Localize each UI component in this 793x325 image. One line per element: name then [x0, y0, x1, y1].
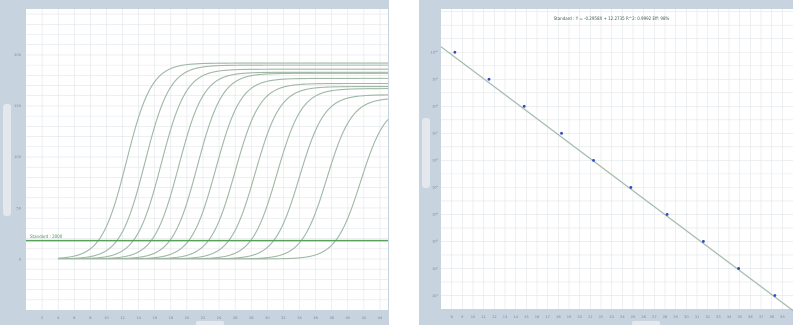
x-tick-label: 15: [524, 315, 529, 319]
data-point: [629, 185, 633, 189]
y-tick-label: 10⁷: [432, 132, 439, 136]
y-tick-label: 0: [19, 257, 22, 261]
x-tick-label: 2: [41, 316, 43, 320]
x-tick-label: 25: [631, 315, 636, 319]
x-tick-label: 13: [503, 315, 508, 319]
x-axis-label-tab: [196, 321, 224, 325]
data-point: [487, 77, 491, 81]
y-axis-label-tab: [422, 118, 430, 188]
x-tick-label: 14: [513, 315, 518, 319]
y-tick-label: 150: [14, 104, 22, 108]
amplification-curve: [58, 62, 388, 259]
x-tick-label: 8: [451, 315, 454, 319]
data-point: [702, 240, 705, 243]
y-tick-label: 200: [14, 53, 22, 57]
x-tick-label: 19: [567, 315, 572, 319]
x-tick-label: 12: [492, 315, 497, 319]
x-tick-label: 33: [716, 315, 721, 319]
amplification-curve: [58, 64, 388, 260]
y-tick-label: 10³: [432, 240, 439, 244]
amplification-curve: [58, 71, 388, 260]
x-tick-label: 34: [297, 316, 302, 320]
x-tick-label: 30: [684, 315, 689, 319]
x-tick-label: 36: [748, 315, 753, 319]
regression-line: [440, 46, 793, 312]
x-tick-label: 38: [329, 316, 334, 320]
x-tick-label: 22: [201, 316, 206, 320]
x-tick-label: 38: [769, 315, 774, 319]
x-tick-label: 11: [481, 315, 486, 319]
x-tick-label: 16: [535, 315, 540, 319]
y-tick-label: 10¹⁰: [431, 51, 439, 55]
x-tick-label: 36: [313, 316, 318, 320]
x-tick-label: 29: [673, 315, 678, 319]
regression-equation: Standard : Y = -0.2958X + 12.2735 R^2: 0…: [554, 16, 670, 21]
data-point: [773, 294, 777, 297]
amplification-curve: [58, 119, 389, 260]
x-tick-label: 44: [378, 316, 383, 320]
amplification-chart: 2 4 6 8 10 12 14 16 18 20 22 24 26 28 30 32 34 36 38 40 42 44…: [14, 9, 389, 320]
y-axis-label-tab: [3, 104, 11, 216]
amplification-curve: [58, 68, 388, 260]
x-tick-label: 35: [737, 315, 742, 319]
data-point: [665, 213, 669, 216]
plot-area: [441, 9, 793, 309]
y-tick-label: 10⁸: [432, 105, 439, 109]
x-tick-label: 16: [152, 316, 157, 320]
x-tick-label: 20: [185, 316, 190, 320]
x-tick-label: 8: [89, 316, 92, 320]
x-tick-label: 22: [599, 315, 604, 319]
x-tick-label: 9: [461, 315, 464, 319]
x-tick-label: 26: [233, 316, 238, 320]
x-tick-label: 28: [663, 315, 668, 319]
x-tick-label: 10: [104, 316, 109, 320]
x-tick-label: 12: [120, 316, 125, 320]
x-tick-label: 18: [556, 315, 561, 319]
y-tick-label: 10¹: [432, 294, 439, 298]
x-tick-label: 20: [577, 315, 582, 319]
x-tick-label: 31: [695, 315, 700, 319]
threshold-label: Standard : 2000: [30, 234, 63, 239]
x-tick-label: 10: [471, 315, 476, 319]
y-tick-label: 10⁹: [432, 78, 439, 82]
x-tick-label: 21: [588, 315, 593, 319]
x-tick-label: 6: [73, 316, 76, 320]
x-tick-label: 17: [545, 315, 550, 319]
x-tick-label: 39: [780, 315, 785, 319]
amplification-chart-panel: 2 4 6 8 10 12 14 16 18 20 22 24 26 28 30 32 34 36 38 40 42 44…: [0, 0, 389, 325]
plot-area: [26, 9, 388, 310]
x-tick-label: 23: [609, 315, 614, 319]
data-point: [453, 50, 457, 54]
data-point: [522, 104, 526, 108]
x-tick-label: 26: [641, 315, 646, 319]
x-axis-label-tab: [632, 321, 660, 325]
y-tick-label: 10⁵: [432, 186, 439, 190]
y-tick-label: 10⁶: [432, 159, 439, 163]
y-tick-label: 50: [16, 206, 21, 210]
x-tick-label: 14: [136, 316, 141, 320]
x-tick-label: 32: [705, 315, 710, 319]
x-tick-label: 37: [759, 315, 764, 319]
data-point: [592, 158, 595, 162]
x-tick-label: 28: [249, 316, 254, 320]
data-point: [737, 267, 740, 270]
x-tick-label: 30: [265, 316, 270, 320]
standard-curve-panel: 8 9 10 11 12 13 14 15 16 17 18 19 20 21 22 23 24 25 26 27 28…: [419, 0, 793, 325]
x-tick-label: 40: [345, 316, 350, 320]
x-tick-label: 18: [169, 316, 174, 320]
x-tick-label: 42: [362, 316, 367, 320]
x-tick-label: 4: [57, 316, 60, 320]
standard-curve-chart: 8 9 10 11 12 13 14 15 16 17 18 19 20 21 22 23 24 25 26 27 28…: [431, 9, 793, 319]
y-tick-label: 10²: [432, 267, 439, 271]
x-tick-label: 27: [652, 315, 657, 319]
x-tick-label: 24: [620, 315, 625, 319]
y-tick-label: 100: [14, 155, 22, 159]
x-tick-label: 34: [727, 315, 732, 319]
x-tick-label: 32: [281, 316, 286, 320]
data-point: [560, 131, 563, 135]
x-tick-label: 24: [217, 316, 222, 320]
y-tick-label: 10⁴: [432, 213, 439, 217]
